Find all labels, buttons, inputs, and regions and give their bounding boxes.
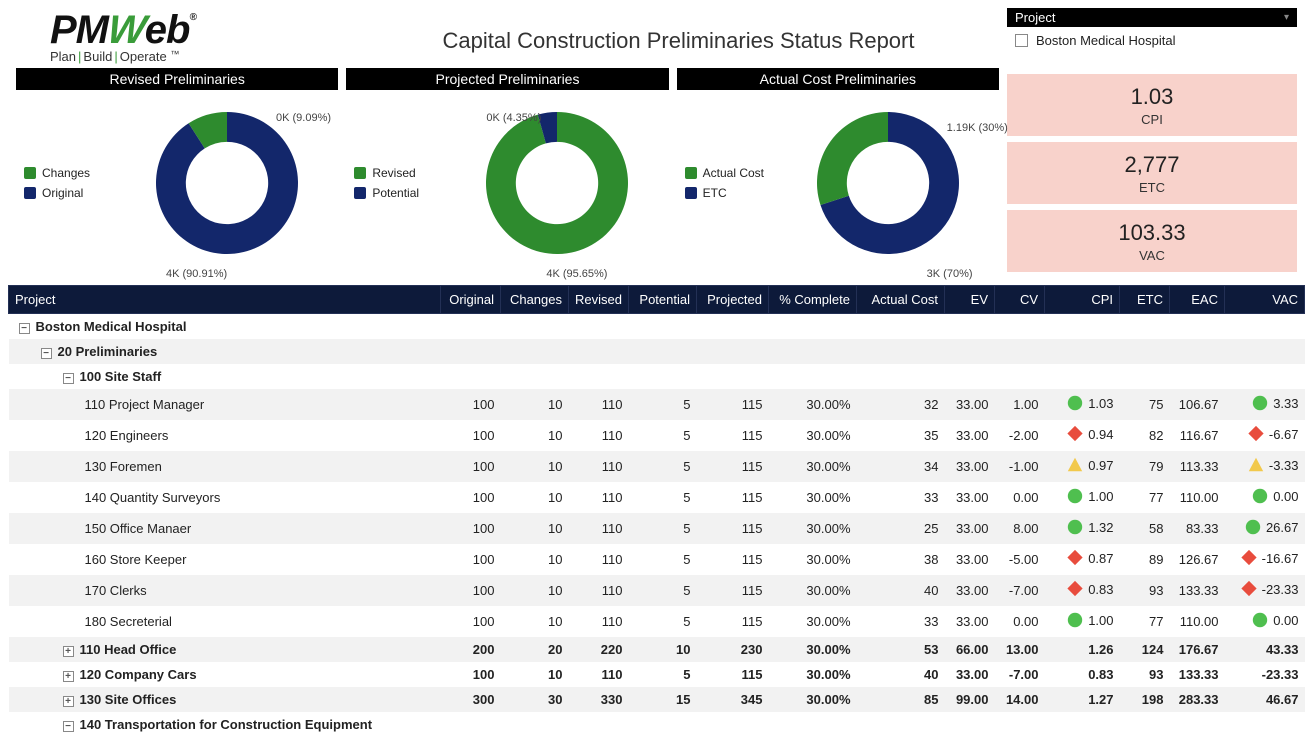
col-header[interactable]: CPI (1045, 286, 1120, 314)
table-row: −100 Site Staff (9, 364, 1305, 389)
donut-chart: 0K (4.35%)4K (95.65%) (446, 108, 668, 258)
legend-item: Actual Cost (685, 166, 777, 180)
logo-eb: eb (145, 8, 190, 52)
chart-title: Projected Preliminaries (346, 68, 668, 90)
registered-icon: ® (189, 12, 195, 23)
legend-item: Changes (24, 166, 116, 180)
chart-legend: Actual Cost ETC (677, 160, 777, 206)
legend-item: Original (24, 186, 116, 200)
col-header[interactable]: % Complete (769, 286, 857, 314)
logo-pm: PM (50, 8, 108, 52)
expand-icon[interactable]: − (41, 348, 52, 359)
chart-callout: 0K (4.35%) (486, 112, 541, 124)
legend-item: ETC (685, 186, 777, 200)
expand-icon[interactable]: − (63, 721, 74, 732)
donut-chart: 1.19K (30%)3K (70%) (777, 108, 999, 258)
chart-title: Revised Preliminaries (16, 68, 338, 90)
kpi-value: 1.03 (1131, 84, 1174, 110)
kpi-value: 2,777 (1124, 152, 1179, 178)
table-row: 170 Clerks10010110511530.00%4033.00-7.00… (9, 575, 1305, 606)
col-header[interactable]: CV (995, 286, 1045, 314)
donut-chart: 0K (9.09%)4K (90.91%) (116, 108, 338, 258)
data-grid: ProjectOriginalChangesRevisedPotentialPr… (8, 285, 1305, 737)
kpi-value: 103.33 (1118, 220, 1185, 246)
chart-callout: 1.19K (30%) (947, 122, 1008, 134)
expand-icon[interactable]: + (63, 671, 74, 682)
table-row: 150 Office Manaer10010110511530.00%2533.… (9, 513, 1305, 544)
table-row: −140 Transportation for Construction Equ… (9, 712, 1305, 737)
table-row: 140 Quantity Surveyors10010110511530.00%… (9, 482, 1305, 513)
table-row: +110 Head Office200202201023030.00%5366.… (9, 637, 1305, 662)
table-row: +130 Site Offices300303301534530.00%8599… (9, 687, 1305, 712)
table-row: 110 Project Manager10010110511530.00%323… (9, 389, 1305, 420)
col-header[interactable]: Project (9, 286, 441, 314)
chart-legend: Changes Original (16, 160, 116, 206)
col-header[interactable]: Original (441, 286, 501, 314)
kpi-card: 103.33 VAC (1007, 210, 1297, 272)
project-checkbox[interactable] (1015, 34, 1028, 47)
chart-panel-0: Revised Preliminaries Changes Original 0K… (16, 68, 338, 275)
col-header[interactable]: Revised (569, 286, 629, 314)
chart-panel-1: Projected Preliminaries Revised Potential… (346, 68, 668, 275)
col-header[interactable]: VAC (1225, 286, 1305, 314)
col-header[interactable]: Potential (629, 286, 697, 314)
chart-legend: Revised Potential (346, 160, 446, 206)
logo-w: W (105, 8, 148, 53)
col-header[interactable]: Changes (501, 286, 569, 314)
col-header[interactable]: Projected (697, 286, 769, 314)
table-row: −20 Preliminaries (9, 339, 1305, 364)
legend-item: Potential (354, 186, 446, 200)
kpi-label: ETC (1139, 180, 1165, 195)
table-row: 180 Secreterial10010110511530.00%3333.00… (9, 606, 1305, 637)
project-selector-label: Project (1015, 10, 1055, 25)
chevron-down-icon: ▾ (1284, 12, 1289, 23)
chart-callout: 0K (9.09%) (276, 112, 331, 124)
table-row: 130 Foremen10010110511530.00%3433.00-1.0… (9, 451, 1305, 482)
kpi-label: VAC (1139, 248, 1165, 263)
project-selector[interactable]: Project ▾ Boston Medical Hospital (1007, 8, 1297, 54)
chart-panel-2: Actual Cost Preliminaries Actual Cost ETC… (677, 68, 999, 275)
legend-item: Revised (354, 166, 446, 180)
kpi-column: 1.03 CPI 2,777 ETC 103.33 VAC (1007, 68, 1297, 275)
table-row: 120 Engineers10010110511530.00%3533.00-2… (9, 420, 1305, 451)
project-selector-value: Boston Medical Hospital (1036, 33, 1175, 48)
report-title: Capital Construction Preliminaries Statu… (350, 8, 1007, 54)
col-header[interactable]: EAC (1170, 286, 1225, 314)
expand-icon[interactable]: − (63, 373, 74, 384)
chart-callout: 4K (90.91%) (166, 268, 227, 280)
table-row: +120 Company Cars10010110511530.00%4033.… (9, 662, 1305, 687)
expand-icon[interactable]: + (63, 696, 74, 707)
table-row: 160 Store Keeper10010110511530.00%3833.0… (9, 544, 1305, 575)
brand-logo: PMWeb® Plan|Build|Operate ™ (50, 8, 350, 64)
chart-callout: 3K (70%) (927, 268, 973, 280)
chart-callout: 4K (95.65%) (546, 268, 607, 280)
kpi-label: CPI (1141, 112, 1163, 127)
chart-title: Actual Cost Preliminaries (677, 68, 999, 90)
col-header[interactable]: ETC (1120, 286, 1170, 314)
col-header[interactable]: EV (945, 286, 995, 314)
expand-icon[interactable]: − (19, 323, 30, 334)
expand-icon[interactable]: + (63, 646, 74, 657)
col-header[interactable]: Actual Cost (857, 286, 945, 314)
kpi-card: 2,777 ETC (1007, 142, 1297, 204)
kpi-card: 1.03 CPI (1007, 74, 1297, 136)
table-row: −Boston Medical Hospital (9, 314, 1305, 340)
